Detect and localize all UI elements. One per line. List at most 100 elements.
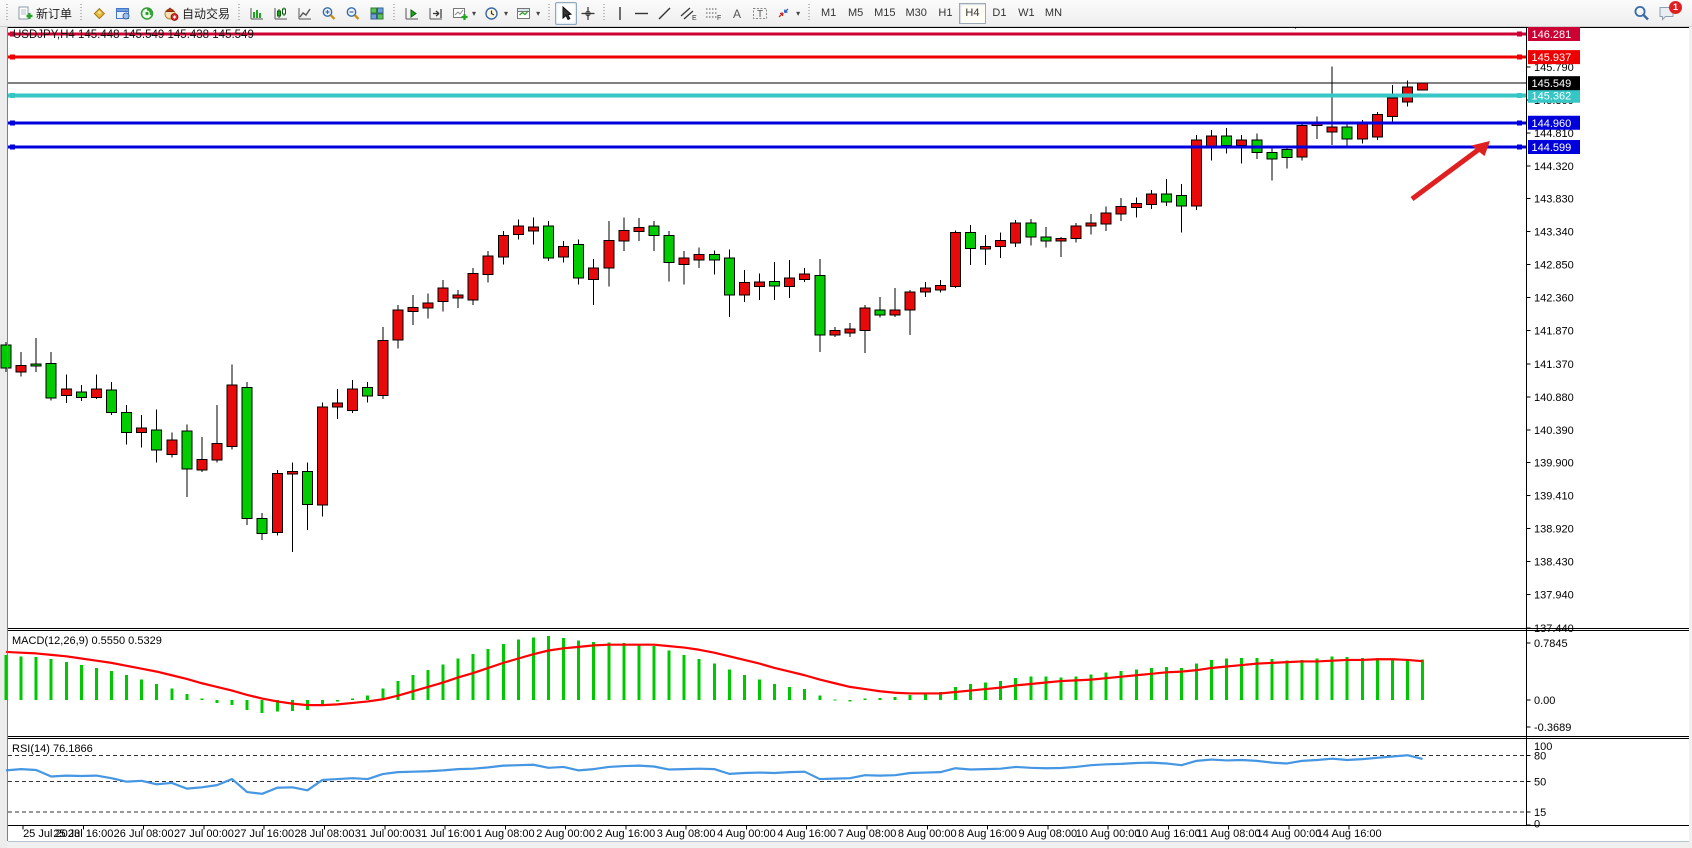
tile-windows-button[interactable] xyxy=(365,2,389,25)
timeframe-h4-button[interactable]: H4 xyxy=(958,2,986,24)
toolbar-grip[interactable] xyxy=(546,4,554,22)
zoom-out-button[interactable] xyxy=(341,2,365,25)
svg-text:144.960: 144.960 xyxy=(1532,118,1572,130)
toolbar-grip[interactable] xyxy=(391,4,399,22)
new-order-button[interactable]: 新订单 xyxy=(13,2,76,25)
hline-handle-right[interactable] xyxy=(1517,144,1522,150)
hline-handle-right[interactable] xyxy=(1517,120,1522,126)
cursor-icon xyxy=(562,5,573,20)
svg-text:T: T xyxy=(757,9,763,20)
toolbar: 新订单 xyxy=(0,0,1692,27)
market-watch-button[interactable] xyxy=(87,2,111,25)
new-chart-button[interactable]: ▾ xyxy=(448,2,480,25)
price-tick-139.410: 139.410 xyxy=(1534,491,1574,503)
toolbar-grip[interactable] xyxy=(4,4,11,22)
hline-handle-left[interactable] xyxy=(10,93,15,99)
text-tool-button[interactable]: A xyxy=(726,2,748,25)
chart-shift-icon xyxy=(429,7,443,19)
vertical-line-tool-button[interactable] xyxy=(610,2,630,25)
crosshair-tool-button[interactable] xyxy=(577,2,599,25)
price-tick-140.880: 140.880 xyxy=(1534,392,1574,404)
autotrading-button[interactable]: 自动交易 xyxy=(159,2,234,25)
toolbar-grip[interactable] xyxy=(236,4,244,22)
horizontal-line-icon xyxy=(635,12,649,14)
horizontal-line-tool-button[interactable] xyxy=(630,2,653,25)
new-order-label: 新订单 xyxy=(36,6,73,21)
price-tick-137.440: 137.440 xyxy=(1534,623,1574,635)
vertical-line-icon xyxy=(619,6,621,20)
rsi-label: RSI(14) 76.1866 xyxy=(12,743,93,755)
hline-handle-right[interactable] xyxy=(1517,31,1522,37)
equidistant-channel-tool-button[interactable]: E xyxy=(676,2,701,25)
candle-chart-icon xyxy=(274,7,288,19)
zoom-out-icon xyxy=(346,6,360,20)
bar-chart-mode-button[interactable] xyxy=(245,2,269,25)
price-badge-144.599 xyxy=(1528,140,1580,155)
price-tick-141.370: 141.370 xyxy=(1534,359,1574,371)
templates-button[interactable]: ▾ xyxy=(512,2,544,25)
timeframe-d1-button[interactable]: D1 xyxy=(986,3,1013,24)
hline-handle-right[interactable] xyxy=(1517,93,1522,99)
price-tick-144.810: 144.810 xyxy=(1534,128,1574,140)
price-tick-142.360: 142.360 xyxy=(1534,292,1574,304)
rsi-line xyxy=(5,754,1423,795)
macd-tick-0.7845: 0.7845 xyxy=(1534,638,1568,650)
hline-handle-left[interactable] xyxy=(10,54,15,60)
data-window-button[interactable] xyxy=(111,2,135,25)
hline-handle-right[interactable] xyxy=(1517,54,1522,60)
timeframe-strip: M1 M5 M15 M30 H1 H4 D1 W1 MN xyxy=(815,2,1067,24)
periods-button[interactable]: ▾ xyxy=(480,2,512,25)
arrows-tool-button[interactable]: ▾ xyxy=(772,2,804,25)
time-label: 26 Jul 08:00 xyxy=(114,828,174,840)
auto-scroll-button[interactable] xyxy=(400,2,424,25)
chart-shift-button[interactable] xyxy=(424,2,448,25)
timeframe-m15-button[interactable]: M15 xyxy=(869,3,900,24)
dropdown-caret: ▾ xyxy=(536,8,541,18)
text-label-tool-button[interactable]: T xyxy=(748,2,772,25)
trendline-tool-button[interactable] xyxy=(653,2,676,25)
fibonacci-icon: F xyxy=(706,8,721,21)
crosshair-icon xyxy=(581,6,595,20)
time-label: 2 Aug 00:00 xyxy=(536,828,595,840)
toolbar-grip[interactable] xyxy=(601,4,609,22)
price-tick-138.430: 138.430 xyxy=(1534,557,1574,569)
time-label: 11 Aug 08:00 xyxy=(1197,828,1261,840)
notifications-button[interactable]: 1 xyxy=(1654,1,1682,25)
timeframe-m30-button[interactable]: M30 xyxy=(901,3,932,24)
trend-arrow-annotation[interactable] xyxy=(1410,141,1490,202)
hline-handle-left[interactable] xyxy=(10,120,15,126)
candle-chart-mode-button[interactable] xyxy=(269,2,293,25)
hline-handle-left[interactable] xyxy=(10,31,15,37)
toolbar-grip[interactable] xyxy=(806,4,814,22)
gold-diamond-icon xyxy=(93,7,106,19)
price-axis[interactable]: 145.790145.300144.810144.320143.830143.3… xyxy=(1526,27,1581,831)
auto-scroll-icon xyxy=(405,7,419,19)
search-button[interactable] xyxy=(1629,2,1654,25)
svg-text:F: F xyxy=(717,15,721,21)
time-label: 7 Aug 08:00 xyxy=(838,828,897,840)
line-chart-mode-button[interactable] xyxy=(293,2,317,25)
time-label: 4 Aug 00:00 xyxy=(717,828,776,840)
dropdown-caret: ▾ xyxy=(796,8,801,18)
timeframe-w1-button[interactable]: W1 xyxy=(1013,3,1040,24)
price-tick-138.920: 138.920 xyxy=(1534,524,1574,536)
toolbar-grip[interactable] xyxy=(78,4,86,22)
hline-handle-left[interactable] xyxy=(10,144,15,150)
timeframe-h1-button[interactable]: H1 xyxy=(932,3,959,24)
timeframe-m1-button[interactable]: M1 xyxy=(815,3,842,24)
navigator-button[interactable] xyxy=(135,2,159,25)
template-icon xyxy=(517,7,531,19)
fibonacci-tool-button[interactable]: F xyxy=(701,2,726,25)
time-label: 3 Aug 08:00 xyxy=(657,828,716,840)
time-label: 8 Aug 16:00 xyxy=(958,828,1017,840)
candles-layer xyxy=(0,66,1429,553)
price-tick-145.790: 145.790 xyxy=(1534,62,1574,74)
zoom-in-button[interactable] xyxy=(317,2,341,25)
price-tick-141.870: 141.870 xyxy=(1534,325,1574,337)
timeframe-m5-button[interactable]: M5 xyxy=(842,3,869,24)
timeframe-mn-button[interactable]: MN xyxy=(1040,3,1067,24)
rsi-tick-100: 100 xyxy=(1534,741,1552,753)
cursor-tool-button[interactable] xyxy=(555,1,578,25)
